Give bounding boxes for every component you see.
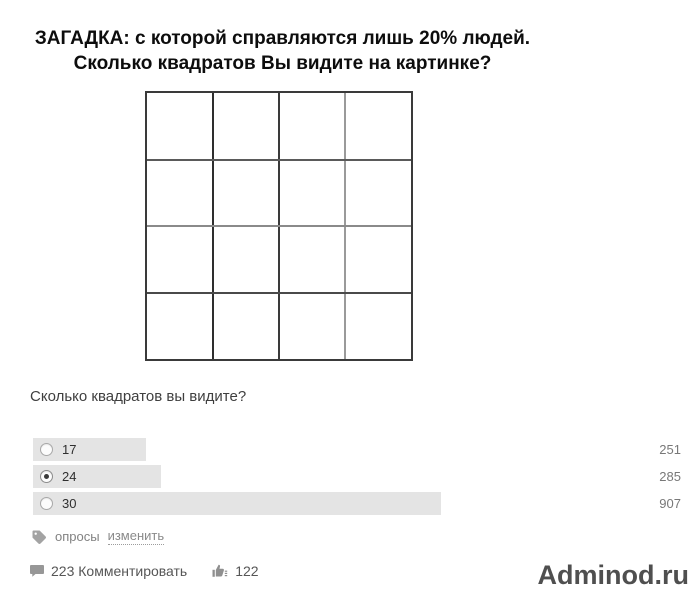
tags-row: опросы изменить (31, 528, 165, 545)
puzzle-title-line2: Сколько квадратов Вы видите на картинке? (73, 53, 492, 74)
vote-count: 285 (659, 469, 681, 484)
social-row: 223 Комментировать 122 (29, 563, 259, 579)
option-label: 24 (62, 469, 77, 484)
puzzle-title: ЗАГАДКА: с которой справляются лишь 20% … (10, 26, 555, 76)
likes-button[interactable]: 122 (211, 563, 259, 579)
comment-bubble-icon (29, 564, 45, 579)
vote-bar (33, 492, 442, 515)
squares-grid-image (145, 91, 413, 361)
puzzle-title-line1: ЗАГАДКА: с которой справляются лишь 20% … (34, 28, 531, 49)
vote-count: 907 (659, 496, 681, 511)
grid-line (147, 225, 411, 227)
vote-count: 251 (659, 442, 681, 457)
radio-button[interactable] (40, 470, 53, 483)
poll-option[interactable]: 30 907 (33, 492, 681, 515)
option-label: 30 (62, 496, 77, 511)
comments-label: 223 Комментировать (51, 563, 188, 579)
vote-bar (33, 465, 162, 488)
poll-option[interactable]: 17 251 (33, 438, 681, 461)
likes-count: 122 (235, 563, 259, 579)
poll-options: 17 251 24 285 30 907 (33, 438, 681, 519)
thumbs-up-icon (211, 563, 228, 579)
poll-question: Сколько квадратов вы видите? (30, 388, 247, 405)
grid-line (147, 291, 411, 294)
radio-button[interactable] (40, 497, 53, 510)
option-label: 17 (62, 442, 77, 457)
vote-bar (33, 438, 146, 461)
edit-link[interactable]: изменить (107, 528, 165, 545)
radio-button[interactable] (40, 443, 53, 456)
tag-icon (31, 529, 47, 545)
tag-link-polls[interactable]: опросы (55, 529, 100, 544)
comments-link[interactable]: 223 Комментировать (29, 563, 187, 579)
site-logo: Adminod.ru (537, 560, 689, 590)
grid-line (147, 158, 411, 161)
poll-option[interactable]: 24 285 (33, 465, 681, 488)
